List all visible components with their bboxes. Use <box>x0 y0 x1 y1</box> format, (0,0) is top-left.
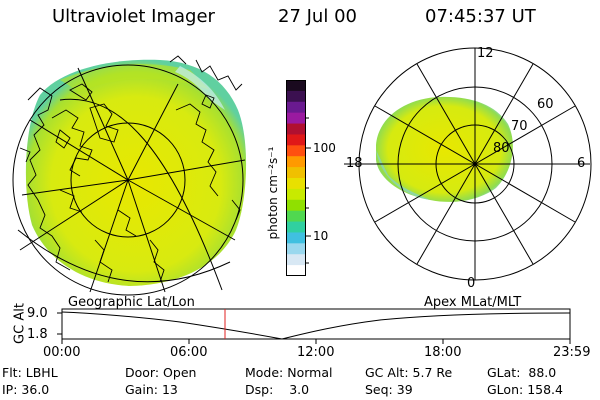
glat-info: GLat: 88.0 <box>487 365 557 380</box>
colorbar-step <box>286 232 306 244</box>
observation-time: 07:45:37 UT <box>425 6 536 27</box>
time-tick-1200: 12:00 <box>297 345 335 360</box>
colorbar-step <box>286 178 306 190</box>
colorbar-step <box>286 254 306 266</box>
filter-info: Flt: LBHL <box>2 365 58 380</box>
colorbar-step <box>286 243 306 255</box>
auroral-oval <box>376 96 513 202</box>
observation-date: 27 Jul 00 <box>278 6 357 27</box>
colorbar-step <box>286 134 306 146</box>
colorbar-gradient <box>286 80 306 277</box>
altitude-axis-label: GC Alt <box>12 303 28 344</box>
filter-value: LBHL <box>25 365 58 380</box>
seq-info: Seq: 39 <box>365 382 413 397</box>
mlt-label-0: 0 <box>467 276 476 291</box>
mlt-label-18: 18 <box>346 156 363 171</box>
ip-info: IP: 36.0 <box>2 382 50 397</box>
colorbar-step <box>286 101 306 114</box>
seq-value: 39 <box>396 382 413 397</box>
colorbar-step <box>286 199 306 212</box>
glon-value: 158.4 <box>527 382 563 397</box>
glon-info: GLon: 158.4 <box>487 382 563 397</box>
colorbar-frame <box>286 80 306 276</box>
altitude-ytick-1.8: 1.8 <box>27 327 48 342</box>
door-info: Door: Open <box>125 365 197 380</box>
time-tick-0600: 06:00 <box>170 345 208 360</box>
colorbar-step <box>286 80 306 92</box>
intensity-colorbar <box>286 80 306 277</box>
gc-alt-info: GC Alt: 5.7 Re <box>365 365 453 380</box>
mlt-label-6: 6 <box>577 156 586 171</box>
colorbar-step <box>286 210 306 223</box>
gain-info: Gain: 13 <box>125 382 178 397</box>
glat-value: 88.0 <box>528 365 557 380</box>
time-tick-1800: 18:00 <box>424 345 462 360</box>
time-tick-0000: 00:00 <box>43 345 81 360</box>
colorbar-step <box>286 145 306 157</box>
mlat-label-60: 60 <box>537 97 554 112</box>
colorbar-ticks <box>306 117 311 264</box>
altitude-ytick-9: 9.0 <box>27 306 48 321</box>
mlat-label-70: 70 <box>511 119 528 134</box>
altitude-curve <box>61 311 571 340</box>
colorbar-step <box>286 265 306 277</box>
colorbar-step <box>286 221 306 233</box>
gain-value: 13 <box>161 382 178 397</box>
mlat-label-80: 80 <box>493 141 510 156</box>
mlt-label-12: 12 <box>477 46 494 61</box>
gc-alt-value: 5.7 Re <box>412 365 453 380</box>
colorbar-tick-10: 10 <box>313 229 329 243</box>
dsp-info: Dsp: 3.0 <box>245 382 310 397</box>
geo-latlon-grid <box>12 64 246 296</box>
apex-map-label: Apex MLat/MLT <box>424 295 522 310</box>
colorbar-step <box>286 156 306 168</box>
door-value: Open <box>163 365 197 380</box>
dsp-value: 3.0 <box>289 382 310 397</box>
app-title: Ultraviolet Imager <box>52 6 215 27</box>
colorbar-step <box>286 167 306 179</box>
colorbar-tick-100: 100 <box>313 141 336 155</box>
mlat-mlt-grid <box>344 47 592 281</box>
time-tick-2359: 23:59 <box>553 345 591 360</box>
colorbar-step <box>286 112 306 125</box>
mode-info: Mode: Normal <box>245 365 333 380</box>
ip-value: 36.0 <box>21 382 50 397</box>
colorbar-step <box>286 90 306 103</box>
colorbar-step <box>286 188 306 201</box>
geographic-map-label: Geographic Lat/Lon <box>68 295 195 310</box>
colorbar-step <box>286 123 306 135</box>
geo-coastlines <box>19 55 243 283</box>
mode-value: Normal <box>287 365 333 380</box>
geo-image-disc <box>25 59 247 287</box>
